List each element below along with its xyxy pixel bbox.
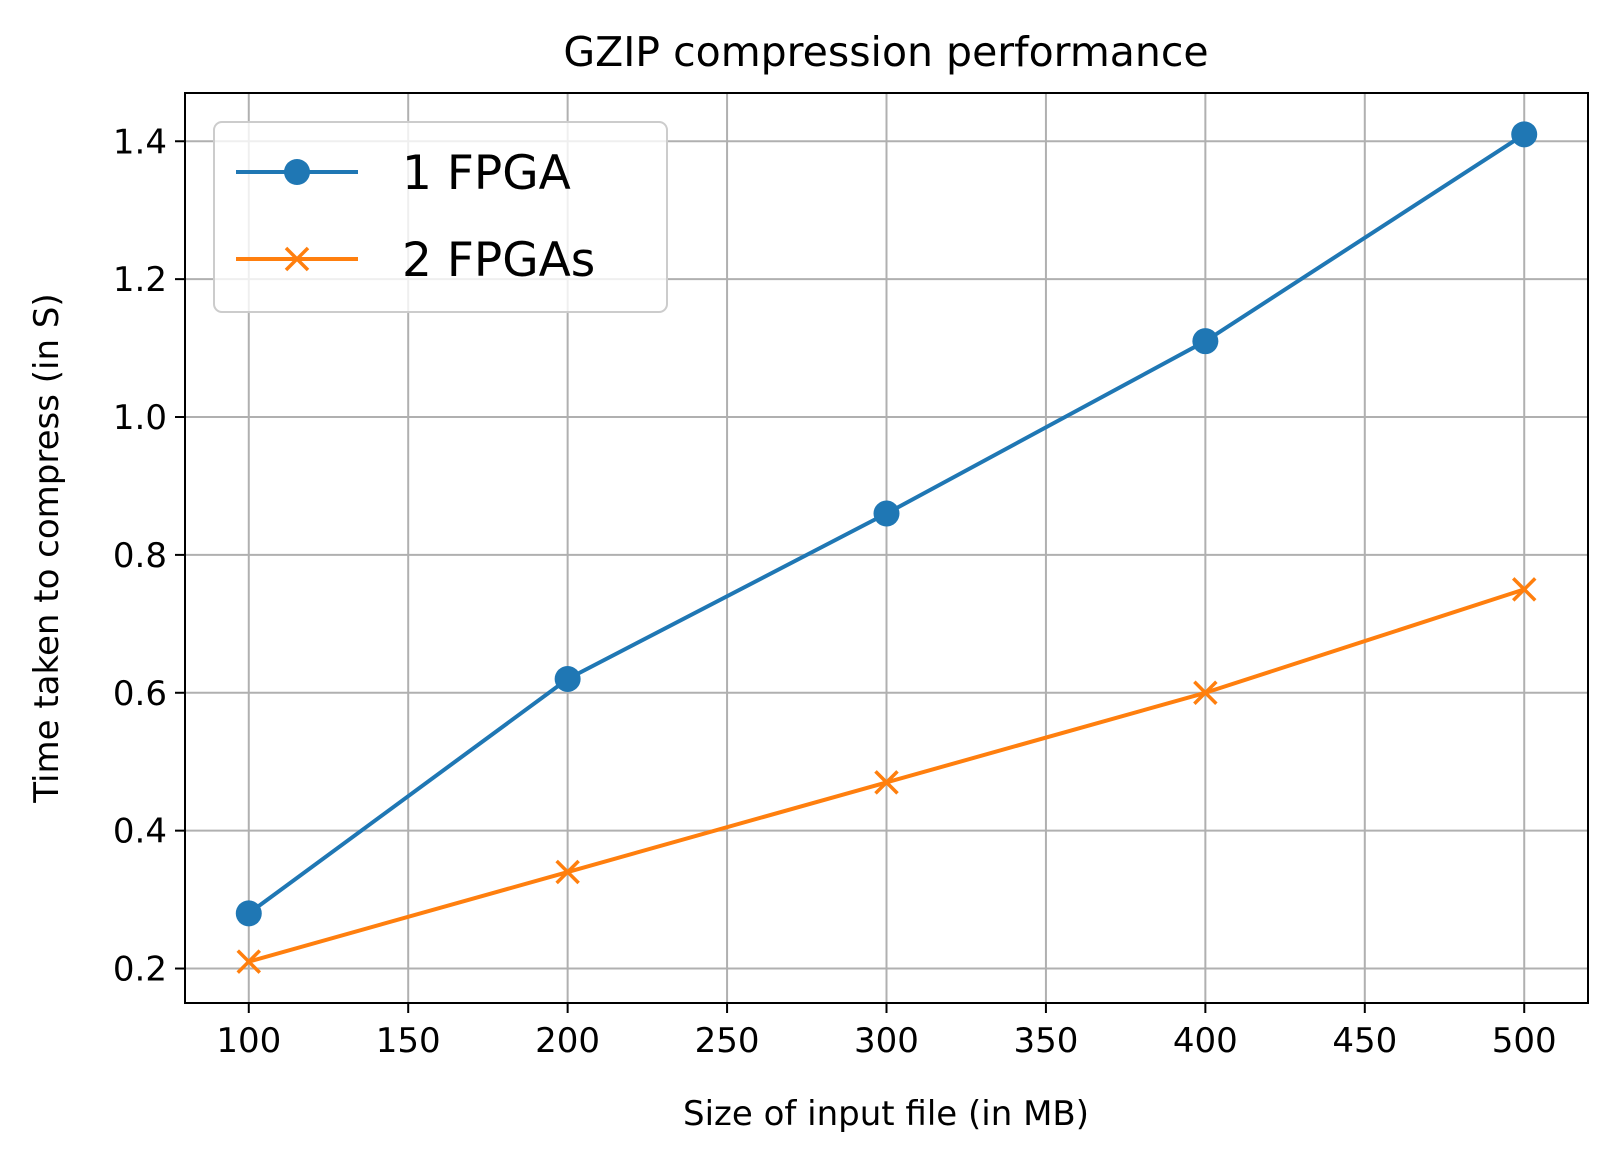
data-point-1-fpga (1192, 328, 1219, 355)
x-tick-label: 450 (1332, 1021, 1397, 1061)
legend-marker-1-fpga (284, 159, 310, 185)
data-point-2-fpgas (1193, 680, 1218, 706)
y-tick-label: 0.2 (113, 950, 167, 990)
legend: 1 FPGA 2 FPGAs (213, 121, 668, 313)
legend-label-2-fpgas: 2 FPGAs (402, 233, 595, 288)
data-point-2-fpgas (236, 949, 262, 974)
y-tick-label: 0.6 (113, 674, 167, 714)
x-tick-label: 350 (1013, 1021, 1078, 1061)
data-point-1-fpga (554, 665, 581, 692)
x-axis-title: Size of input file (in MB) (683, 1094, 1089, 1134)
data-point-2-fpgas (1511, 577, 1537, 602)
y-tick-label: 0.8 (113, 536, 167, 576)
y-axis-title: Time taken to compress (in S) (27, 293, 67, 803)
x-tick-label: 250 (695, 1021, 760, 1061)
x-tick-label: 500 (1492, 1021, 1557, 1061)
y-tick-label: 1.4 (113, 122, 167, 162)
x-tick-label: 100 (216, 1021, 281, 1061)
y-tick-label: 1.0 (113, 398, 167, 438)
chart-title: GZIP compression performance (563, 28, 1208, 76)
x-marker-stroke (555, 859, 580, 885)
grid (185, 93, 1588, 1003)
x-marker-stroke (1193, 680, 1218, 706)
y-tick-label: 1.2 (113, 260, 167, 300)
data-point-1-fpga (235, 900, 262, 927)
x-marker-stroke (1511, 577, 1537, 602)
data-point-1-fpga (1511, 121, 1538, 148)
x-tick-label: 300 (854, 1021, 919, 1061)
legend-box (213, 121, 668, 313)
x-marker-stroke (874, 770, 899, 795)
x-tick-label: 200 (535, 1021, 600, 1061)
data-point-2-fpgas (555, 859, 580, 885)
ticks: 100 150 200 250 300 350 400 450 500 0.2 0.4 0.6 0.8 1… (113, 122, 1557, 1061)
data-point-1-fpga (873, 500, 900, 527)
legend-label-1-fpga: 1 FPGA (402, 146, 571, 201)
x-marker-stroke (236, 949, 262, 974)
series-layer (235, 121, 1538, 974)
x-marker-stroke (284, 246, 310, 272)
data-point-2-fpgas (874, 770, 899, 795)
x-tick-label: 150 (376, 1021, 441, 1061)
x-tick-label: 400 (1173, 1021, 1238, 1061)
y-tick-label: 0.4 (113, 812, 167, 852)
legend-marker-2-fpgas (284, 246, 310, 272)
